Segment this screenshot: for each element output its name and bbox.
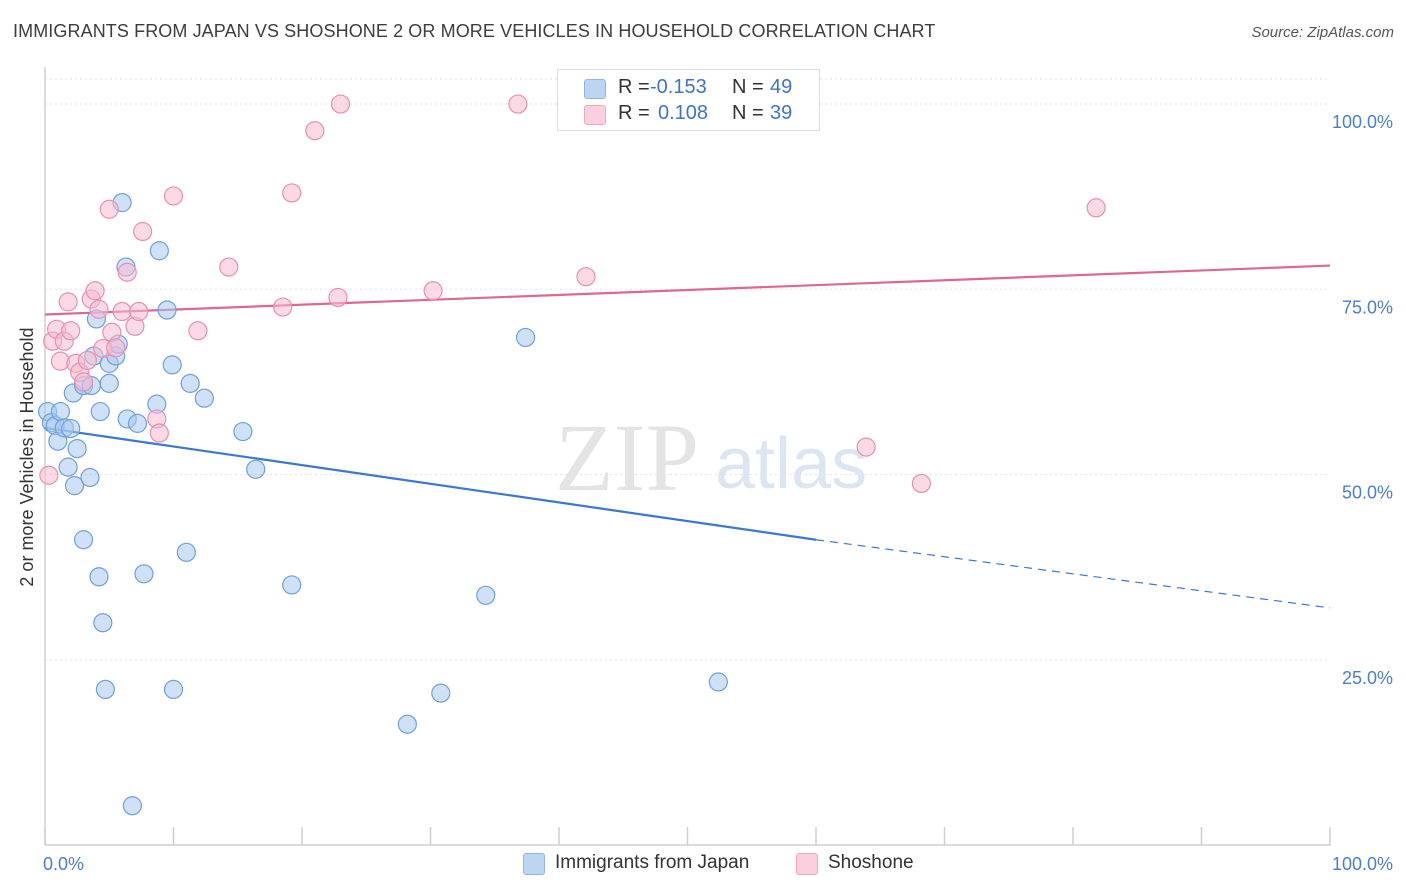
data-point xyxy=(61,418,81,439)
data-point xyxy=(50,401,71,422)
data-point xyxy=(162,355,182,375)
data-point xyxy=(163,186,184,206)
data-point xyxy=(58,457,78,477)
data-points xyxy=(37,94,1106,816)
data-point xyxy=(282,183,302,203)
trend-lines xyxy=(44,264,1331,609)
n-value: 49 xyxy=(770,76,793,98)
data-point xyxy=(99,373,119,393)
data-point xyxy=(133,221,153,242)
watermark-atlas: atlas xyxy=(715,424,867,504)
data-point xyxy=(73,372,94,392)
data-point xyxy=(89,567,109,587)
n-label: N = xyxy=(732,102,764,124)
data-point xyxy=(233,421,253,442)
n-label: N = xyxy=(732,76,764,98)
data-point xyxy=(106,338,126,358)
chart-source: Source: ZipAtlas.com xyxy=(1251,24,1394,41)
data-point xyxy=(112,301,132,322)
data-point xyxy=(95,679,115,700)
x-tick-label: 100.0% xyxy=(1332,854,1393,874)
axes xyxy=(44,67,1331,846)
series-shoshone-points xyxy=(39,94,1106,494)
tick-labels: 25.0% 50.0% 75.0% 100.0% 0.0% 100.0% xyxy=(43,112,1393,874)
r-value: 0.108 xyxy=(658,102,709,124)
data-point xyxy=(89,299,109,319)
data-point xyxy=(64,476,85,496)
data-point xyxy=(330,94,351,114)
data-point xyxy=(194,388,214,408)
bottom-legend-swatch-shoshone xyxy=(796,853,818,875)
data-point xyxy=(61,321,81,341)
data-point xyxy=(273,297,293,317)
data-point xyxy=(99,199,119,219)
bottom-legend-label: Shoshone xyxy=(828,852,914,873)
data-point xyxy=(73,530,94,550)
data-point xyxy=(157,300,177,320)
data-point xyxy=(1086,198,1106,218)
data-point xyxy=(39,465,59,485)
data-point xyxy=(67,438,87,459)
data-point xyxy=(117,262,137,282)
data-point xyxy=(180,373,200,393)
bottom-legend-swatch-japan xyxy=(523,853,545,875)
data-point xyxy=(282,575,302,595)
data-point xyxy=(129,301,149,322)
y-tick-label: 75.0% xyxy=(1342,297,1393,317)
data-point xyxy=(188,321,208,341)
data-point xyxy=(80,467,100,488)
data-point xyxy=(328,287,348,308)
y-tick-label: 50.0% xyxy=(1342,483,1393,503)
y-axis-label: 2 or more Vehicles in Household xyxy=(17,327,37,586)
data-point xyxy=(246,459,266,479)
data-point xyxy=(423,281,443,301)
data-point xyxy=(90,401,110,422)
legend-swatch-shoshone xyxy=(584,105,606,125)
data-point xyxy=(85,281,105,301)
legend-swatch-japan xyxy=(584,79,606,99)
data-point xyxy=(508,94,528,114)
data-point xyxy=(77,350,98,371)
r-label: R = xyxy=(618,102,650,124)
data-point xyxy=(127,413,148,433)
data-point xyxy=(176,542,196,562)
data-point xyxy=(93,613,113,633)
trend-line xyxy=(44,426,817,541)
data-point xyxy=(708,672,728,692)
stats-legend: R = -0.153 N = 49 R = 0.108 N = 39 xyxy=(557,69,820,131)
r-label: R = xyxy=(618,76,650,98)
data-point xyxy=(911,473,931,494)
r-value: -0.153 xyxy=(650,76,707,98)
data-point xyxy=(58,292,78,312)
trend-line xyxy=(44,264,1331,316)
y-tick-label: 100.0% xyxy=(1332,112,1393,132)
gridlines xyxy=(45,78,1330,661)
data-point xyxy=(163,679,184,700)
data-point xyxy=(149,423,169,443)
data-point xyxy=(219,257,239,277)
data-point xyxy=(576,267,596,287)
data-point xyxy=(149,241,169,261)
data-point xyxy=(134,564,154,584)
n-value: 39 xyxy=(770,102,793,124)
data-point xyxy=(856,437,876,457)
y-tick-label: 25.0% xyxy=(1342,668,1393,688)
data-point xyxy=(431,683,451,703)
data-point xyxy=(305,121,325,141)
chart-title: IMMIGRANTS FROM JAPAN VS SHOSHONE 2 OR M… xyxy=(13,21,936,41)
x-tick-label: 0.0% xyxy=(43,854,84,874)
data-point xyxy=(515,327,536,348)
data-point xyxy=(122,796,142,816)
series-japan-points xyxy=(37,94,728,816)
watermark-zip: ZIP xyxy=(555,404,699,511)
trend-line-extension xyxy=(815,539,1331,609)
bottom-legend-label: Immigrants from Japan xyxy=(555,852,750,873)
data-point xyxy=(397,714,417,734)
data-point xyxy=(476,585,496,605)
